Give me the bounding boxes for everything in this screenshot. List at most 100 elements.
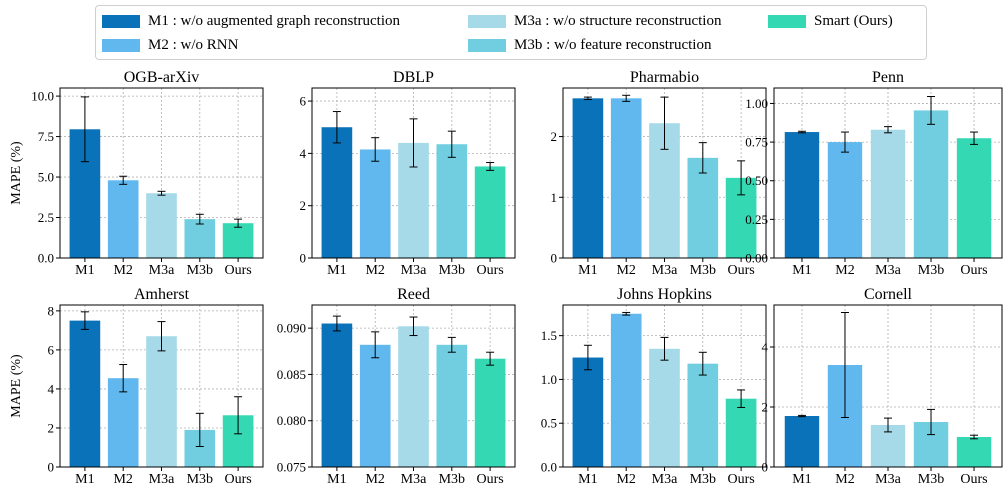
y-axis-label: MAPE (%) <box>9 141 24 205</box>
x-tick-label: M1 <box>75 472 94 485</box>
y-tick-label: 8 <box>48 303 55 318</box>
x-tick-label: M3a <box>652 263 678 278</box>
y-tick-label: 2 <box>300 198 307 213</box>
x-tick-label: Ours <box>224 263 251 278</box>
chart-title: Pharmabio <box>630 69 699 86</box>
x-tick-label: M2 <box>365 263 384 278</box>
y-tick-label: 5.0 <box>38 170 54 185</box>
y-tick-label: 6 <box>300 94 307 109</box>
chart-panel-5: 0.075 0.080 0.085 0.090 M1 M2 M3a M3b Ours Reed <box>277 286 516 485</box>
bar-ours <box>474 358 506 467</box>
bar-m3b <box>687 363 719 467</box>
bar-m3a <box>870 129 906 258</box>
y-tick-label: 4 <box>762 340 769 355</box>
y-tick-label: 7.5 <box>38 129 54 144</box>
y-tick-label: 1.00 <box>745 96 768 111</box>
y-tick-label: 0.5 <box>541 416 557 431</box>
y-tick-label: 1.0 <box>541 372 557 387</box>
x-tick-label: M3b <box>918 472 944 485</box>
bar-m3a <box>649 348 680 467</box>
y-tick-label: 4 <box>300 146 307 161</box>
x-tick-label: M1 <box>578 263 597 278</box>
x-tick-label: Ours <box>476 263 503 278</box>
y-tick-label: 4 <box>48 381 55 396</box>
bar-m3b <box>436 144 468 258</box>
legend-label-m1: M1 : w/o augmented graph reconstruction <box>148 13 401 29</box>
x-tick-label: Ours <box>960 472 987 485</box>
x-tick-label: M3b <box>918 263 944 278</box>
x-tick-label: M3b <box>690 472 716 485</box>
bar-m1 <box>572 357 604 467</box>
y-tick-label: 0.075 <box>277 460 306 475</box>
bar-m2 <box>827 142 863 258</box>
x-tick-label: M3b <box>187 472 213 485</box>
chart-title: Johns Hopkins <box>617 286 712 303</box>
y-tick-label: 2 <box>551 129 558 144</box>
legend-label-m2: M2 : w/o RNN <box>148 37 239 53</box>
x-tick-label: Ours <box>727 263 754 278</box>
chart-title: Reed <box>397 286 430 303</box>
x-tick-label: M1 <box>578 472 597 485</box>
y-tick-label: 2 <box>48 420 55 435</box>
legend-item-m3b: M3b : w/o feature reconstruction <box>468 37 711 54</box>
y-tick-label: 0 <box>551 251 558 266</box>
x-tick-label: M3a <box>652 472 678 485</box>
bar-m3b <box>687 157 719 258</box>
bar-m2 <box>107 378 139 467</box>
y-tick-label: 1 <box>551 190 558 205</box>
x-tick-label: M1 <box>75 263 94 278</box>
bar-ours <box>474 166 506 258</box>
y-tick-label: 0.0 <box>541 460 557 475</box>
x-tick-label: M2 <box>616 472 635 485</box>
chart-panel-7: 0 2 4 M1 M2 M3a M3b Ours Cornell <box>762 286 1003 485</box>
bar-m3b <box>913 110 949 258</box>
x-tick-label: M3a <box>401 472 427 485</box>
y-tick-label: 0 <box>300 251 307 266</box>
legend-swatch-m2 <box>102 39 140 52</box>
x-tick-label: M1 <box>792 472 811 485</box>
x-tick-label: M2 <box>616 263 635 278</box>
y-tick-label: 0 <box>762 460 769 475</box>
bar-m1 <box>69 320 101 467</box>
chart-panel-2: 0 1 2 M1 M2 M3a M3b Ours Pharmabio <box>551 69 767 278</box>
y-tick-label: 2 <box>762 400 769 415</box>
bar-ours <box>956 437 992 467</box>
x-tick-label: Ours <box>224 472 251 485</box>
legend-swatch-m3b <box>468 39 506 52</box>
x-tick-label: M3a <box>149 472 175 485</box>
bar-m1 <box>784 132 820 258</box>
legend-item-m3a: M3a : w/o structure reconstruction <box>468 13 721 30</box>
bar-m2 <box>610 313 642 467</box>
bar-ours <box>725 398 757 467</box>
bar-m1 <box>321 127 353 258</box>
chart-title: OGB-arXiv <box>124 69 200 86</box>
bar-m3b <box>436 344 468 467</box>
legend-item-m2: M2 : w/o RNN <box>102 37 238 54</box>
x-tick-label: Ours <box>476 472 503 485</box>
bar-m3b <box>184 219 216 258</box>
bar-m1 <box>572 98 604 258</box>
legend-item-m1: M1 : w/o augmented graph reconstruction <box>102 13 400 30</box>
x-tick-label: Ours <box>960 263 987 278</box>
x-tick-label: Ours <box>727 472 754 485</box>
y-tick-label: 6 <box>48 342 55 357</box>
legend-swatch-m3a <box>468 15 506 28</box>
chart-title: Amherst <box>134 286 190 303</box>
x-tick-label: M3a <box>401 263 427 278</box>
legend-label-m3b: M3b : w/o feature reconstruction <box>514 37 712 53</box>
x-tick-label: M3a <box>149 263 175 278</box>
x-tick-label: M3a <box>875 263 901 278</box>
legend: M1 : w/o augmented graph reconstruction … <box>95 5 927 60</box>
x-tick-label: M2 <box>835 472 854 485</box>
bar-m2 <box>107 180 139 258</box>
chart-title: Cornell <box>864 286 913 303</box>
legend-item-ours: Smart (Ours) <box>768 13 893 30</box>
chart-title: Penn <box>872 69 904 86</box>
x-tick-label: M3b <box>690 263 716 278</box>
bar-m1 <box>321 323 353 467</box>
x-tick-label: M3a <box>875 472 901 485</box>
bar-ours <box>222 223 254 258</box>
bar-m2 <box>610 98 642 258</box>
chart-panel-4: 0 2 4 6 8 M1 M2 M3a M3b Ours Amherst MAPE (%) <box>9 286 264 485</box>
